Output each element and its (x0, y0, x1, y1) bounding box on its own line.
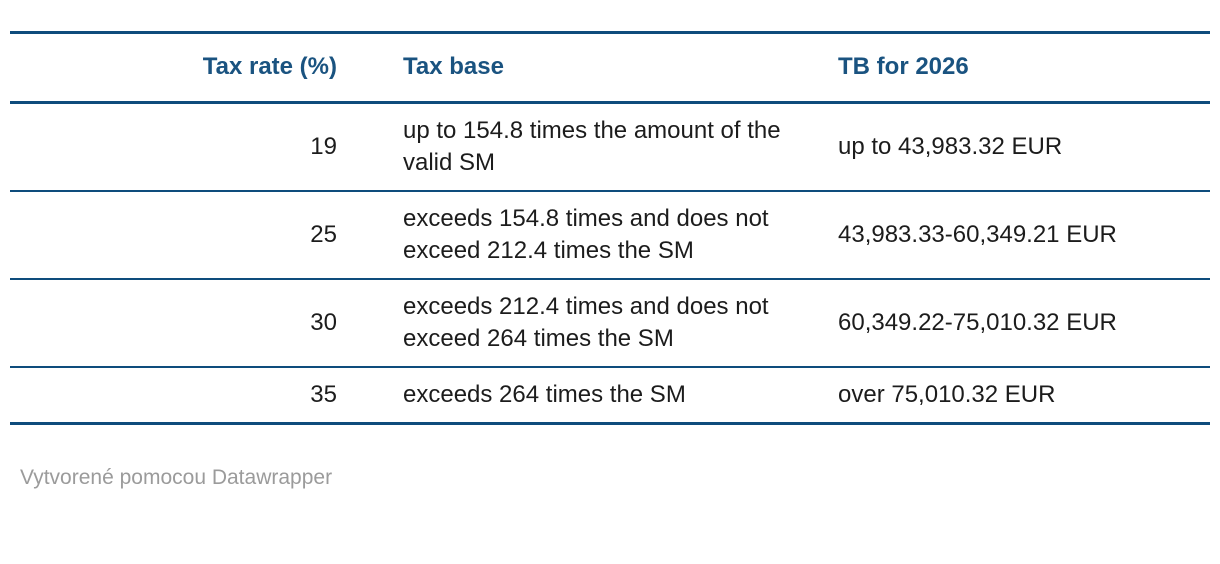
tax-table: Tax rate (%) Tax base TB for 2026 19 up … (10, 31, 1210, 425)
column-header-tax-rate: Tax rate (%) (10, 32, 403, 104)
tax-base-cell: exceeds 154.8 times and does not exceed … (403, 191, 838, 280)
table-row: 25 exceeds 154.8 times and does not exce… (10, 191, 1210, 280)
header-row: Tax rate (%) Tax base TB for 2026 (10, 32, 1210, 104)
table-row: 30 exceeds 212.4 times and does not exce… (10, 279, 1210, 368)
tax-rate-cell: 19 (10, 102, 403, 192)
datawrapper-attribution-link[interactable]: Vytvorené pomocou Datawrapper (20, 466, 333, 489)
table-row: 19 up to 154.8 times the amount of the v… (10, 102, 1210, 192)
column-header-tax-base: Tax base (403, 32, 838, 104)
tb-2026-cell: up to 43,983.32 EUR (838, 102, 1210, 192)
table-row: 35 exceeds 264 times the SM over 75,010.… (10, 367, 1210, 425)
tb-2026-cell: over 75,010.32 EUR (838, 367, 1210, 425)
tax-rate-cell: 30 (10, 279, 403, 368)
tax-base-cell: up to 154.8 times the amount of the vali… (403, 102, 838, 192)
tb-2026-cell: 43,983.33-60,349.21 EUR (838, 191, 1210, 280)
tax-rate-cell: 25 (10, 191, 403, 280)
tax-base-cell: exceeds 212.4 times and does not exceed … (403, 279, 838, 368)
table-header: Tax rate (%) Tax base TB for 2026 (10, 32, 1210, 104)
tax-rate-cell: 35 (10, 367, 403, 425)
tb-2026-cell: 60,349.22-75,010.32 EUR (838, 279, 1210, 368)
column-header-tb-2026: TB for 2026 (838, 32, 1210, 104)
tax-base-cell: exceeds 264 times the SM (403, 367, 838, 425)
datawrapper-table-chart: Tax rate (%) Tax base TB for 2026 19 up … (10, 31, 1210, 491)
chart-footer: Vytvorené pomocou Datawrapper (20, 465, 1210, 491)
table-body: 19 up to 154.8 times the amount of the v… (10, 102, 1210, 425)
